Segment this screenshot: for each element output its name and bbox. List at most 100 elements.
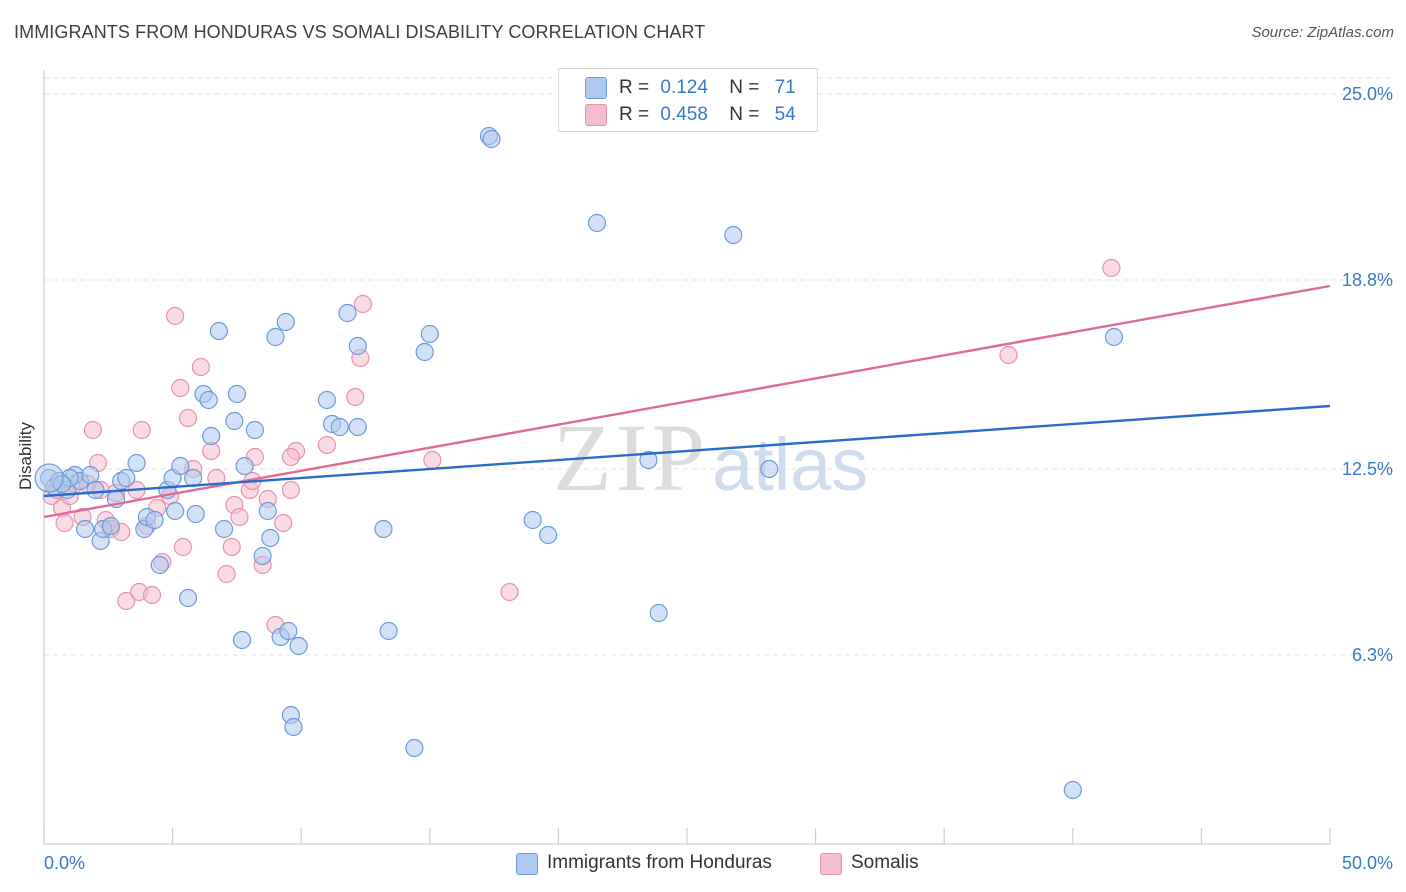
honduras-point [374, 519, 393, 539]
honduras-point [482, 129, 501, 149]
chart-title: IMMIGRANTS FROM HONDURAS VS SOMALI DISAB… [14, 22, 706, 42]
honduras-point [214, 519, 234, 539]
honduras-point [266, 327, 285, 347]
somalis-trend-line [43, 284, 1331, 519]
somalis-point [999, 345, 1018, 365]
honduras-point [117, 468, 136, 488]
somalis-point [346, 387, 365, 407]
legend-r-label: R = [619, 104, 650, 125]
honduras-point [171, 456, 190, 476]
x-tick-label: 0.0% [44, 853, 85, 873]
honduras-point [639, 450, 658, 470]
x-tick-label: 50.0% [1342, 853, 1393, 873]
honduras-point [420, 324, 439, 344]
legend-row-honduras: R = 0.124 N = 71 [619, 77, 796, 99]
tick-labels: 6.3% 12.5% 18.8% 25.0% 0.0% 50.0% [44, 84, 1393, 873]
watermark-zip: ZIP [553, 404, 709, 511]
honduras-points [34, 126, 1124, 800]
somalis-point [353, 294, 373, 314]
somalis-point [230, 507, 249, 527]
bottom-legend-swatch-somalis [820, 853, 842, 875]
honduras-point [150, 555, 169, 575]
somalis-point [132, 420, 151, 440]
somalis-point [173, 537, 192, 557]
honduras-trend-line [43, 404, 1331, 498]
honduras-point [276, 312, 295, 332]
honduras-point [202, 426, 221, 446]
honduras-point [760, 459, 779, 479]
legend-r-label: R = [619, 77, 650, 98]
grid-lines [44, 77, 1392, 656]
somalis-point [83, 420, 102, 440]
somalis-point [500, 582, 519, 602]
somalis-point [317, 435, 337, 455]
honduras-point [258, 501, 277, 521]
stats-legend: R = 0.124 N = 71 R = 0.458 N = 54 [558, 68, 818, 132]
y-tick-label: 18.8% [1342, 270, 1393, 290]
bottom-legend-swatch-honduras [516, 853, 538, 875]
somalis-point [117, 591, 136, 611]
honduras-point [379, 621, 398, 641]
honduras-point [86, 480, 105, 500]
somalis-point [142, 585, 162, 605]
honduras-point [405, 738, 424, 758]
honduras-point [178, 588, 198, 608]
honduras-point [539, 525, 558, 545]
somalis-point [274, 513, 293, 533]
somalis-point [191, 357, 210, 377]
somalis-point [55, 513, 74, 533]
honduras-point [235, 456, 254, 476]
honduras-point [253, 546, 272, 566]
legend-n-value-honduras: 71 [774, 77, 796, 98]
honduras-point [348, 417, 367, 437]
somalis-point [423, 450, 442, 470]
legend-swatch-honduras [585, 77, 607, 99]
y-tick-label: 6.3% [1352, 645, 1393, 665]
honduras-point [209, 321, 228, 341]
legend-n-label: N = [729, 77, 760, 98]
honduras-point [317, 390, 337, 410]
honduras-point [289, 636, 308, 656]
honduras-point [232, 630, 252, 650]
honduras-point [34, 463, 64, 493]
honduras-point [76, 519, 95, 539]
honduras-point [101, 516, 120, 536]
honduras-point [284, 717, 303, 737]
trend-lines [43, 284, 1331, 519]
somalis-point [166, 306, 185, 326]
axes [43, 70, 1331, 845]
honduras-point [227, 384, 246, 404]
legend-n-value-somalis: 54 [774, 104, 796, 125]
bottom-legend-somalis: Somalis [851, 852, 919, 873]
legend-r-value-honduras: 0.124 [660, 77, 708, 98]
honduras-point [199, 390, 218, 410]
honduras-point [649, 603, 668, 623]
source-label: Source: ZipAtlas.com [1251, 24, 1394, 41]
honduras-point [1063, 780, 1082, 800]
honduras-point [587, 213, 607, 233]
somalis-point [178, 408, 198, 428]
somalis-point [217, 564, 236, 584]
legend-r-value-somalis: 0.458 [660, 104, 708, 125]
honduras-point [279, 621, 298, 641]
legend-row-somalis: R = 0.458 N = 54 [619, 104, 796, 126]
legend-n-label: N = [729, 104, 760, 125]
honduras-point [261, 528, 280, 548]
legend-swatch-somalis [585, 104, 607, 126]
honduras-point [415, 342, 434, 362]
watermark-atlas: atlas [712, 423, 868, 506]
honduras-point [330, 417, 349, 437]
y-tick-label: 12.5% [1342, 459, 1393, 479]
honduras-point [1104, 327, 1124, 347]
somalis-point [1102, 258, 1121, 278]
somalis-point [281, 480, 301, 500]
y-tick-label: 25.0% [1342, 84, 1393, 104]
honduras-point [724, 225, 743, 245]
honduras-point [225, 411, 244, 431]
somalis-point [171, 378, 190, 398]
somalis-point [222, 537, 241, 557]
honduras-point [245, 420, 265, 440]
honduras-point [145, 510, 164, 530]
somalis-point [281, 447, 301, 467]
